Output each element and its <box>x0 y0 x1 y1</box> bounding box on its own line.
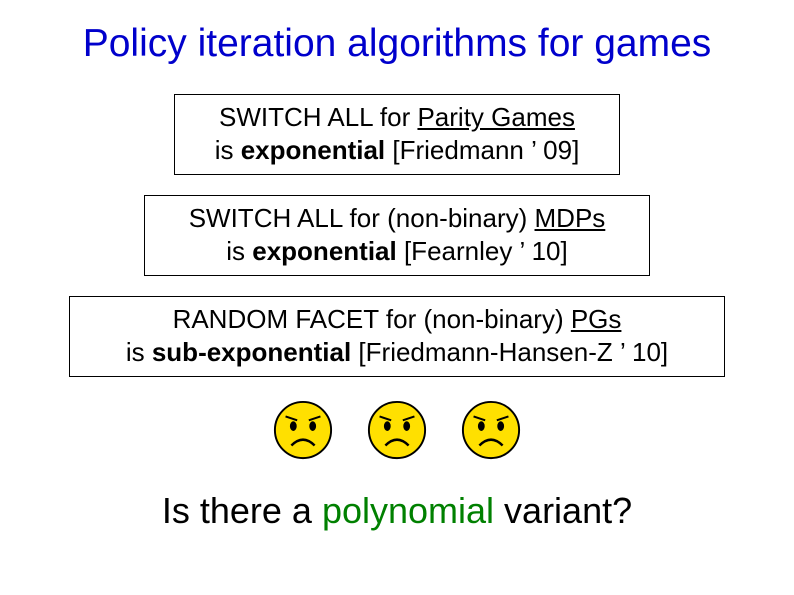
result-box-3: RANDOM FACET for (non-binary) PGs is sub… <box>69 296 725 377</box>
box3-line1: RANDOM FACET for (non-binary) PGs <box>82 303 712 336</box>
box3-line2-post: [Friedmann-Hansen-Z ’ 10] <box>351 337 668 367</box>
box1-line1-pre: SWITCH ALL for <box>219 102 417 132</box>
box3-line2: is sub-exponential [Friedmann-Hansen-Z ’… <box>82 336 712 369</box>
box2-line1-underline: MDPs <box>535 203 606 233</box>
box2-line2-pre: is <box>226 236 252 266</box>
frown-face-icon <box>460 399 522 466</box>
box1-line2-post: [Friedmann ’ 09] <box>385 135 579 165</box>
box1-line2-bold: exponential <box>241 135 385 165</box>
box2-line2-post: [Fearnley ’ 10] <box>397 236 568 266</box>
box3-line2-bold: sub-exponential <box>152 337 351 367</box>
box2-line1-pre: SWITCH ALL for (non-binary) <box>189 203 535 233</box>
box2-line2-bold: exponential <box>252 236 396 266</box>
question-polynomial: polynomial <box>322 490 494 531</box>
frown-face-icon <box>366 399 428 466</box>
box1-line2-pre: is <box>215 135 241 165</box>
box2-line2: is exponential [Fearnley ’ 10] <box>157 235 637 268</box>
box1-line1-underline: Parity Games <box>417 102 575 132</box>
faces-row <box>0 399 794 466</box>
slide-title: Policy iteration algorithms for games <box>0 0 794 76</box>
box3-line1-pre: RANDOM FACET for (non-binary) <box>173 304 571 334</box>
box1-line2: is exponential [Friedmann ’ 09] <box>187 134 607 167</box>
slide: Policy iteration algorithms for games SW… <box>0 0 794 595</box>
frown-face-icon <box>272 399 334 466</box>
box2-line1: SWITCH ALL for (non-binary) MDPs <box>157 202 637 235</box>
question-post: variant? <box>494 490 632 531</box>
result-box-1: SWITCH ALL for Parity Games is exponenti… <box>174 94 620 175</box>
question-pre: Is there a <box>162 490 322 531</box>
box3-line1-underline: PGs <box>571 304 622 334</box>
box1-line1: SWITCH ALL for Parity Games <box>187 101 607 134</box>
box3-line2-pre: is <box>126 337 152 367</box>
question-line: Is there a polynomial variant? <box>0 490 794 532</box>
result-box-2: SWITCH ALL for (non-binary) MDPs is expo… <box>144 195 650 276</box>
